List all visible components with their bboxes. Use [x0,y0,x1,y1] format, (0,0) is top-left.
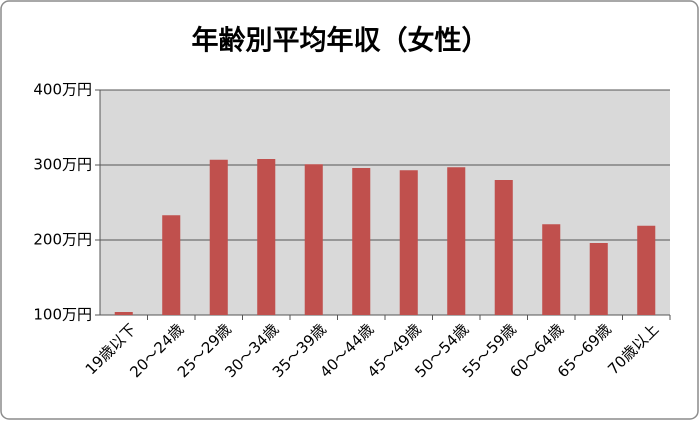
bar [352,168,371,315]
bar [209,159,228,315]
bar [589,243,608,315]
chart-title: 年齢別平均年収（女性） [192,25,489,57]
bar [162,215,181,315]
plot-area [100,90,670,315]
bar [114,312,133,315]
y-tick-label: 100万円 [33,306,92,324]
bar [304,164,323,315]
bar [494,180,513,315]
y-tick-label: 400万円 [33,81,92,99]
y-tick-label: 300万円 [33,156,92,174]
bar [637,225,656,315]
bar [542,224,561,315]
y-tick-label: 200万円 [33,231,92,249]
bar [399,170,418,315]
bar [257,159,276,315]
bar [447,167,466,315]
